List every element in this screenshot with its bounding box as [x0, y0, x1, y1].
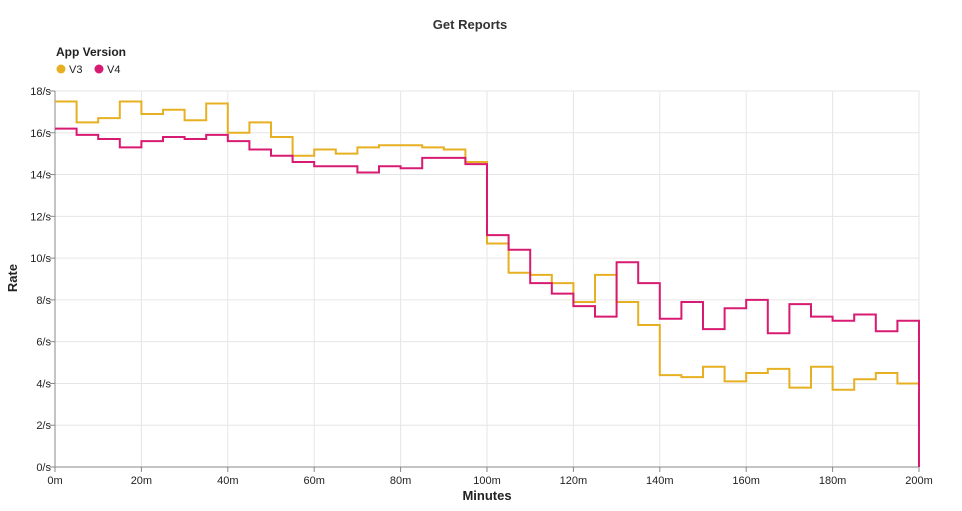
y-tick-label: 2/s — [36, 420, 51, 432]
y-tick-label: 10/s — [30, 253, 51, 265]
y-tick-label: 0/s — [36, 462, 51, 474]
y-tick-label: 8/s — [36, 295, 51, 307]
legend-title: App Version — [56, 45, 126, 59]
x-tick-label: 200m — [905, 475, 933, 487]
x-tick-label: 100m — [473, 475, 501, 487]
x-tick-label: 0m — [47, 475, 62, 487]
x-tick-label: 40m — [217, 475, 238, 487]
series-layer — [55, 100, 920, 467]
series-line-v3 — [55, 100, 920, 467]
y-tick-label: 14/s — [30, 170, 51, 182]
axes: 0/s 2/s 4/s 6/s 8/s 10/s 12/s 14/s 16/s 18/s 0m 20m… — [30, 86, 933, 487]
y-tick-label: 12/s — [30, 211, 51, 223]
y-tick-label: 4/s — [36, 378, 51, 390]
y-axis-title: Rate — [5, 264, 20, 292]
legend-swatch-v4 — [94, 64, 104, 74]
legend-label-v4: V4 — [107, 64, 120, 76]
x-tick-label: 160m — [732, 475, 760, 487]
grid — [55, 90, 920, 467]
x-tick-label: 20m — [131, 475, 152, 487]
legend-label-v3: V3 — [69, 64, 82, 76]
x-axis-title: Minutes — [462, 488, 511, 503]
chart-title: Get Reports — [433, 17, 507, 32]
x-tick-label: 180m — [819, 475, 847, 487]
series-line-v4 — [55, 127, 920, 467]
x-tick-label: 60m — [303, 475, 324, 487]
legend: App Version V3 V4 — [56, 45, 126, 76]
x-tick-label: 80m — [390, 475, 411, 487]
y-tick-label: 16/s — [30, 128, 51, 140]
x-tick-label: 140m — [646, 475, 674, 487]
y-tick-label: 6/s — [36, 337, 51, 349]
legend-swatch-v3 — [56, 64, 66, 74]
y-tick-label: 18/s — [30, 86, 51, 98]
x-tick-label: 120m — [560, 475, 588, 487]
